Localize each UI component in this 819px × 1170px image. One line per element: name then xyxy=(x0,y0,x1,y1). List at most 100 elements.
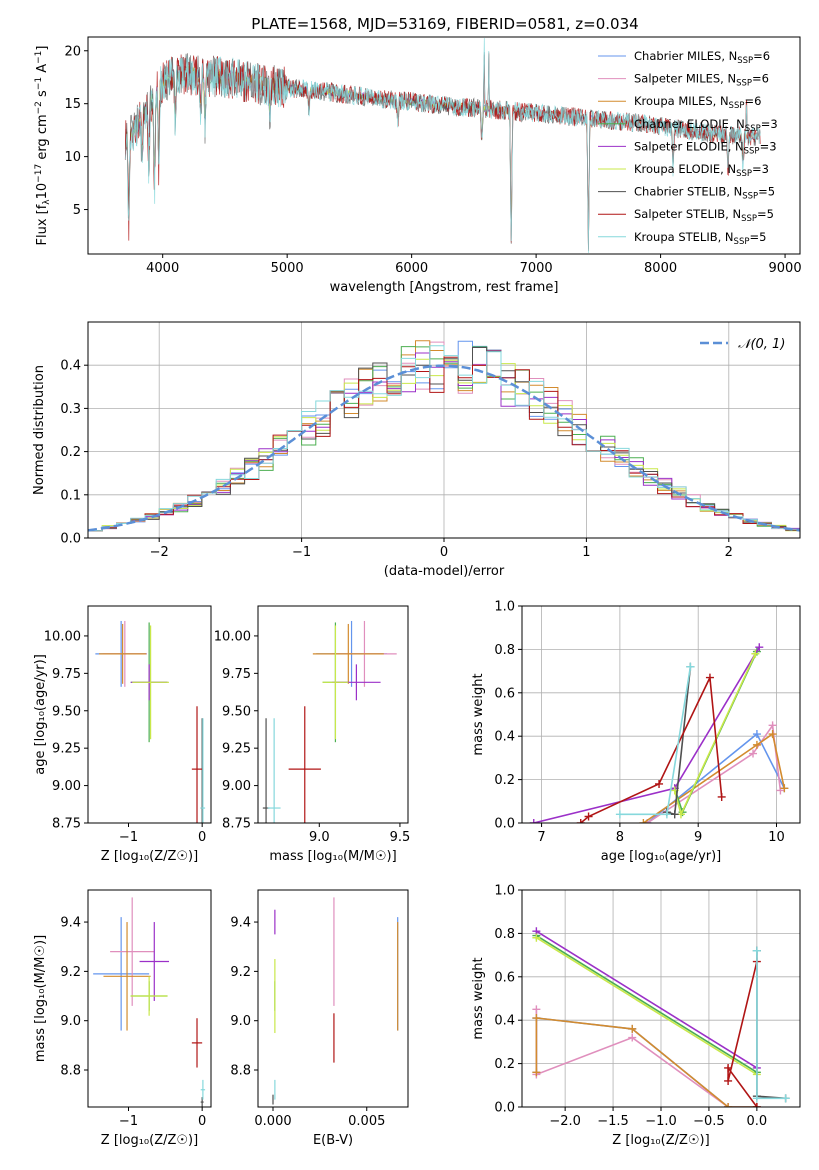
panel-weight-vs-age: 7 8 9 10 0.0 0.2 0.4 0.6 0.8 1.0 age [log₁₀(age/yr… xyxy=(471,600,801,864)
y-tick-label: 9.2 xyxy=(230,965,251,980)
panel-residuals: −2 −1 0 1 2 0.0 0.1 0.2 0.3 0.4 (data-model)/error… xyxy=(32,321,801,579)
legend-label: Chabrier MILES, NSSP=6 xyxy=(634,49,770,66)
x-tick-label: 10 xyxy=(768,830,785,845)
errorbar-kroupa-elodie xyxy=(322,625,349,740)
legend-subscript: SSP xyxy=(744,146,760,156)
y-axis-label: age [log₁₀(age/yr)] xyxy=(33,654,48,775)
x-axis-label: Z [log₁₀(Z/Z☉)] xyxy=(101,1133,198,1148)
y-axis-label-part: s xyxy=(35,90,50,101)
legend-label: Salpeter MILES, NSSP=6 xyxy=(634,72,769,89)
weight-line-salpeter-elodie xyxy=(535,930,758,1069)
x-tick-label: −2.0 xyxy=(549,1114,581,1129)
errorbar-salpeter-stelib xyxy=(191,1018,203,1068)
weight-point-salpeter-miles xyxy=(628,1033,637,1042)
x-axis-label: E(B-V) xyxy=(313,1133,353,1148)
x-tick-label: −1 xyxy=(119,1114,138,1129)
x-tick-label: 4000 xyxy=(146,261,179,276)
y-tick-label: 5 xyxy=(73,203,81,218)
y-tick-label: 0.1 xyxy=(60,488,81,503)
x-axis-label: wavelength [Angstrom, rest frame] xyxy=(330,280,559,295)
legend-text: =5 xyxy=(758,185,775,199)
y-tick-label: 9.00 xyxy=(52,779,81,794)
legend-subscript: SSP xyxy=(741,214,757,224)
y-tick-label: 9.25 xyxy=(52,742,81,757)
legend-subscript: SSP xyxy=(729,101,745,111)
y-tick-label: 0.2 xyxy=(494,1057,515,1072)
plot-area xyxy=(529,643,789,823)
chart-panels: 4000 5000 6000 7000 8000 90005101520wavelengt… xyxy=(32,36,802,1148)
axes-frame xyxy=(87,889,212,1108)
axes-frame xyxy=(87,605,212,824)
axes-frame xyxy=(87,36,801,255)
y-tick-label: 0.2 xyxy=(494,773,515,788)
y-axis-label-part: −17 xyxy=(34,164,44,183)
weight-point-kroupa-stelib xyxy=(662,810,671,819)
x-tick-label: 0 xyxy=(198,1114,206,1129)
legend: 𝒩(0, 1) xyxy=(700,337,785,352)
y-axis-label-part: ] xyxy=(35,46,50,51)
y-tick-label: 10.00 xyxy=(214,629,251,644)
weight-point-kroupa-elodie xyxy=(751,649,760,658)
x-tick-label: 0.000 xyxy=(254,1114,291,1129)
plot-area xyxy=(272,897,399,1105)
y-tick-label: 9.25 xyxy=(222,742,251,757)
y-tick-label: 9.4 xyxy=(60,916,81,931)
x-tick-label: 5000 xyxy=(271,261,304,276)
x-tick-label: 8 xyxy=(616,830,624,845)
errorbar-kroupa-stelib xyxy=(200,1079,206,1100)
legend-text: Kroupa ELODIE, N xyxy=(634,162,736,176)
weight-point-chabrier-stelib xyxy=(670,810,679,819)
panel-mass-vs-ebv: 0.000 0.005 8.8 9.0 9.2 9.4 E(B-V) xyxy=(230,889,409,1148)
legend-subscript: SSP xyxy=(734,237,750,247)
y-axis-label-part: 10 xyxy=(35,183,50,200)
x-tick-label: 9000 xyxy=(769,261,802,276)
weight-point-kroupa-stelib xyxy=(752,946,761,955)
weight-line-salpeter-stelib xyxy=(727,961,758,1107)
x-tick-label: 9.0 xyxy=(309,830,330,845)
histogram-kroupa-stelib xyxy=(88,345,800,532)
plot-area xyxy=(262,620,397,823)
weight-point-salpeter-stelib xyxy=(584,812,593,821)
y-tick-label: 10.00 xyxy=(44,629,81,644)
errorbar-kroupa-elodie xyxy=(130,976,168,1016)
errorbar-chabrier-stelib xyxy=(200,1097,204,1107)
x-axis-label: Z [log₁₀(Z/Z☉)] xyxy=(101,849,198,864)
weight-point-salpeter-stelib xyxy=(724,1063,733,1072)
y-tick-label: 15 xyxy=(64,97,81,112)
weight-point-salpeter-stelib xyxy=(724,1076,733,1085)
weight-point-kroupa-miles xyxy=(768,730,777,739)
y-tick-label: 9.0 xyxy=(230,1014,251,1029)
y-tick-label: 9.75 xyxy=(222,667,251,682)
legend-subscript: SSP xyxy=(737,56,753,66)
weight-point-kroupa-miles xyxy=(639,819,648,823)
legend-text: =3 xyxy=(761,117,778,131)
weight-point-salpeter-stelib xyxy=(705,673,714,682)
errorbar-kroupa-miles xyxy=(312,623,384,684)
spectrum-line-kroupa-stelib xyxy=(124,38,761,253)
weight-point-salpeter-stelib xyxy=(655,779,664,788)
panel-mass-vs-z: −1 0 8.8 9.0 9.2 9.4 Z [log₁₀(Z/Z☉)] mass [log₁… xyxy=(33,889,212,1148)
weight-line-kroupa-stelib xyxy=(756,950,786,1100)
legend-subscript: SSP xyxy=(736,79,752,89)
y-tick-label: 10 xyxy=(64,150,81,165)
x-tick-label: −2 xyxy=(150,545,169,560)
x-tick-label: −0.5 xyxy=(693,1114,725,1129)
errorbar-salpeter-stelib xyxy=(288,706,321,823)
errorbar-kroupa-stelib xyxy=(200,718,206,823)
x-tick-label: 8000 xyxy=(644,261,677,276)
axes-frame xyxy=(257,605,409,824)
legend-text: Kroupa MILES, N xyxy=(634,94,729,108)
y-tick-label: 0.2 xyxy=(60,445,81,460)
errorbar-kroupa-miles xyxy=(103,922,151,1031)
y-axis-label-part: erg cm xyxy=(35,114,50,163)
y-axis-label-part: Flux [f xyxy=(35,204,50,245)
legend-subscript: SSP xyxy=(745,124,761,134)
y-tick-label: 9.50 xyxy=(222,704,251,719)
weight-point-kroupa-miles xyxy=(628,1024,637,1033)
plot-area xyxy=(88,340,800,532)
weight-point-kroupa-stelib xyxy=(686,662,695,671)
legend-text: Salpeter MILES, N xyxy=(634,72,736,86)
normal-curve xyxy=(88,364,800,532)
